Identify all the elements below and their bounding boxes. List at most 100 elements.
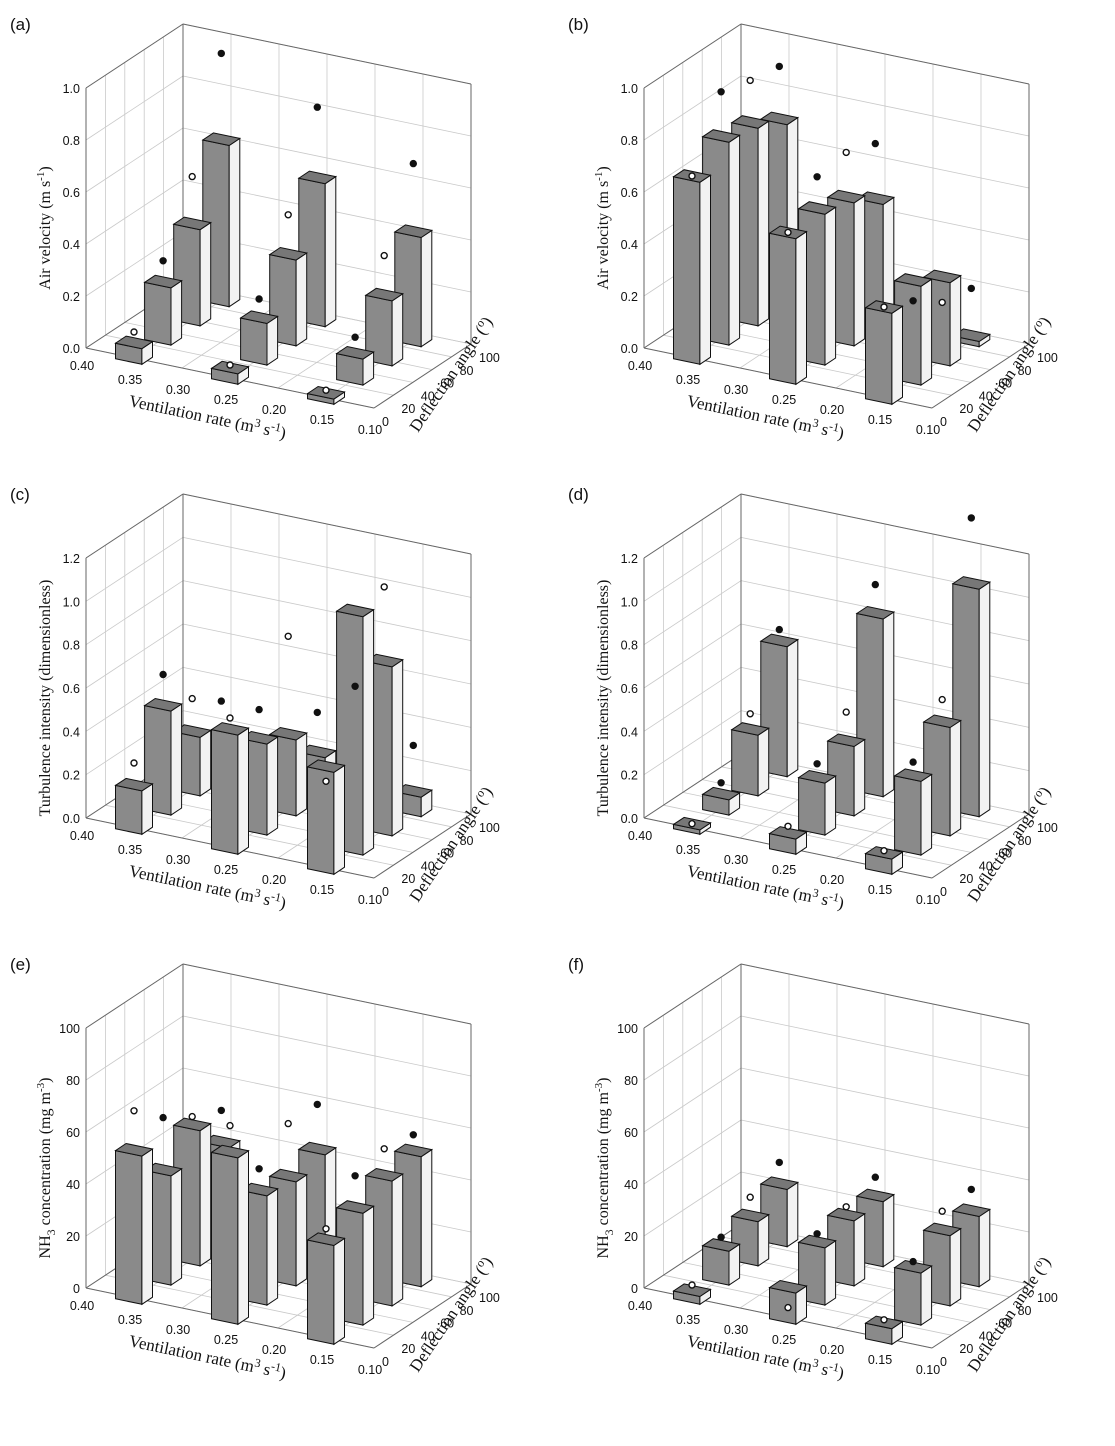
measured-point <box>938 1207 946 1215</box>
y-tick-label: 80 <box>1018 834 1032 848</box>
z-tick-label: 0.8 <box>621 639 638 653</box>
x-tick-label: 0.20 <box>820 1343 844 1357</box>
bar-top-face <box>172 216 212 231</box>
x-tick-label: 0.40 <box>628 359 652 373</box>
floor-gridline <box>663 804 952 866</box>
back-wall-gridline <box>182 536 472 598</box>
measured-point <box>255 295 263 303</box>
floor-gridline <box>105 334 394 396</box>
measured-point <box>380 1145 388 1153</box>
z-tick-label: 0.0 <box>63 342 80 356</box>
y-tick-label: 80 <box>460 1304 474 1318</box>
bar-3d <box>364 251 404 367</box>
measured-point <box>159 1113 167 1122</box>
axis-frame-line <box>182 23 472 85</box>
measured-point <box>130 1107 138 1115</box>
measured-point <box>130 328 138 336</box>
z-tick-label: 0.4 <box>621 725 638 739</box>
z-axis-title: Turbulence intensity (dimensionless) <box>595 580 612 817</box>
side-wall-gridline <box>85 75 184 141</box>
measured-point <box>159 670 167 679</box>
y-tick-label: 0 <box>940 1355 947 1369</box>
side-wall-gridline <box>643 1067 742 1133</box>
bar-top-face <box>114 1142 154 1157</box>
side-wall-gridline <box>85 127 184 193</box>
bar-3d <box>239 295 279 367</box>
z-tick-label: 0.4 <box>621 238 638 252</box>
bar-3d <box>210 714 250 856</box>
bar-top-face <box>210 1144 250 1159</box>
z-axis-title: NH3 concentration (mg m-3) <box>35 1078 58 1259</box>
x-tick-label: 0.30 <box>724 1323 748 1337</box>
bar-3d <box>306 385 346 406</box>
bar-top-face <box>364 287 404 302</box>
z-tick-label: 0.6 <box>63 682 80 696</box>
bar-3d <box>306 759 346 876</box>
bar-side-face <box>391 292 404 367</box>
floor-gridline <box>691 763 790 829</box>
bar-side-face <box>757 120 770 327</box>
bar-side-face <box>266 315 279 367</box>
bar-top-face <box>297 1141 338 1156</box>
back-wall-gridline <box>182 580 472 642</box>
axis-frame-line <box>740 23 1030 85</box>
bar-3d <box>335 333 375 387</box>
x-tick-label: 0.25 <box>214 1333 238 1347</box>
measured-point <box>880 1316 888 1324</box>
bar-side-face <box>882 611 895 798</box>
bar-side-face <box>324 175 337 328</box>
bar-side-face <box>141 1148 153 1306</box>
bar-front-face <box>894 1266 922 1326</box>
bar-top-face <box>855 605 896 620</box>
measured-point <box>217 49 226 58</box>
measured-point <box>746 710 754 718</box>
x-tick-label: 0.10 <box>916 893 940 907</box>
bar-3d <box>768 822 808 856</box>
z-axis-title: Air velocity (m s-1) <box>35 166 54 289</box>
measured-point <box>217 1106 226 1115</box>
bar-3d <box>114 759 154 836</box>
floor-gridline <box>105 1274 394 1336</box>
bar-top-face <box>797 769 837 784</box>
bar-top-face <box>210 722 250 736</box>
bar-3d <box>701 779 741 817</box>
x-tick-label: 0.35 <box>676 1313 700 1327</box>
measured-point <box>967 1185 975 1194</box>
side-wall-gridline <box>85 666 184 732</box>
bar-3d <box>730 710 770 797</box>
measured-point <box>130 759 138 767</box>
side-wall-gridline <box>85 536 184 602</box>
bar-front-face <box>769 1286 797 1325</box>
bar-3d <box>672 169 712 366</box>
measured-point <box>409 159 417 168</box>
measured-point <box>688 1281 696 1289</box>
measured-point <box>255 705 263 714</box>
bar-top-face <box>826 1207 866 1222</box>
y-tick-label: 40 <box>979 859 993 873</box>
measured-point <box>813 760 821 768</box>
z-tick-label: 20 <box>66 1230 80 1244</box>
bar-front-face <box>115 1149 143 1305</box>
z-tick-label: 1.0 <box>63 82 80 96</box>
z-tick-label: 0.8 <box>621 134 638 148</box>
z-tick-label: 0.4 <box>63 238 80 252</box>
side-wall-gridline <box>643 1119 742 1185</box>
bar-front-face <box>865 307 893 405</box>
bar-front-face <box>731 729 759 797</box>
y-tick-label: 20 <box>959 402 973 416</box>
bar-side-face <box>978 581 991 818</box>
z-tick-label: 0 <box>631 1282 638 1296</box>
bar-front-face <box>769 232 797 385</box>
measured-point <box>255 1165 263 1173</box>
measured-point <box>775 625 784 634</box>
x-tick-label: 0.10 <box>916 1363 940 1377</box>
measured-point <box>226 1121 234 1130</box>
bar-3d <box>768 225 808 386</box>
y-axis-title: Deflection angle (o) <box>962 312 1055 435</box>
x-tick-label: 0.10 <box>358 423 382 437</box>
bar-side-face <box>199 221 212 327</box>
bar-side-face <box>949 1227 962 1307</box>
y-tick-label: 0 <box>382 885 389 899</box>
x-tick-label: 0.20 <box>820 403 844 417</box>
